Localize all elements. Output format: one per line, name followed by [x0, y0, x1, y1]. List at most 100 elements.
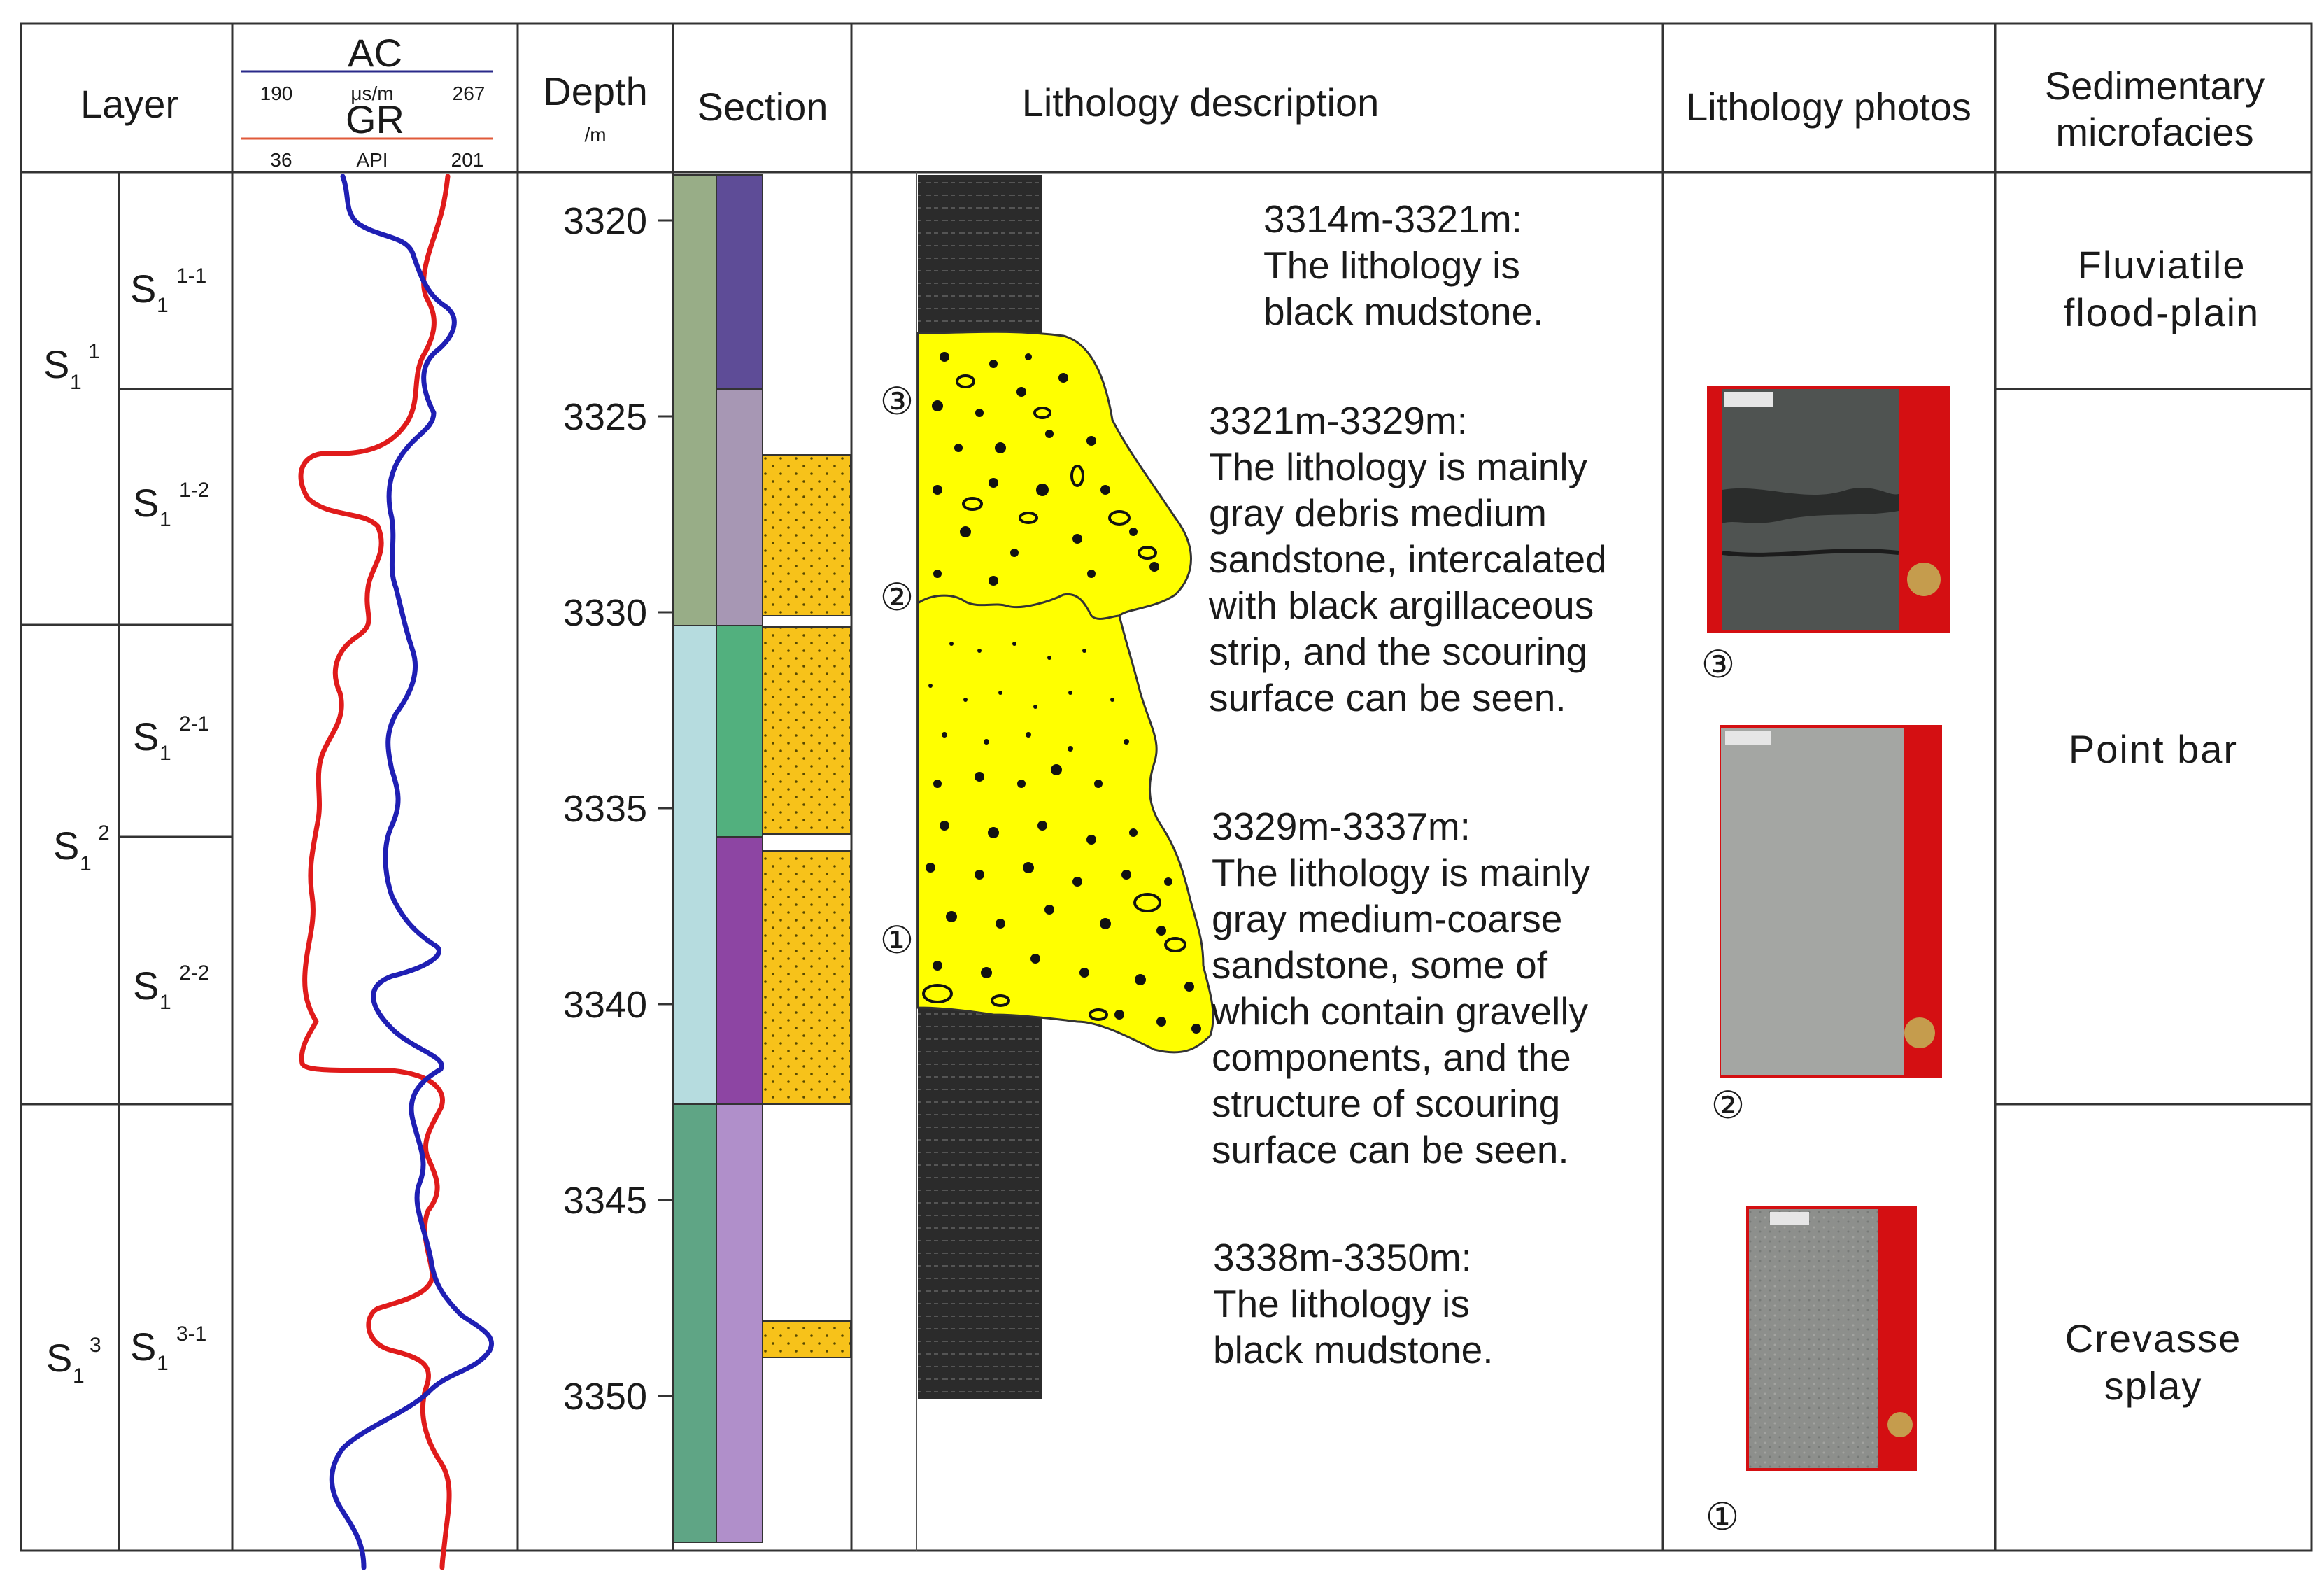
header-lithology-photos: Lithology photos: [1686, 85, 1971, 129]
layer-labels: S 1 1 S 1 2 S 1 3 S 1 1-1 S 1 1-2 S 1 2-…: [43, 264, 209, 1388]
svg-text:Point bar: Point bar: [2069, 727, 2238, 771]
lithology-photo-2: ②: [1711, 725, 1942, 1127]
layer-s1-2-1: S 1 2-1: [133, 712, 209, 765]
svg-text:S: S: [133, 964, 159, 1008]
mudstone-top: [918, 175, 1042, 336]
svg-text:Fluviatile: Fluviatile: [2078, 243, 2246, 287]
depth-tick-3325: 3325: [563, 396, 673, 438]
svg-text:1: 1: [70, 371, 82, 394]
mudstone-bottom: [918, 1008, 1042, 1399]
svg-text:sandstone, intercalated: sandstone, intercalated: [1209, 537, 1607, 581]
sandstone-body: [916, 330, 1214, 1054]
svg-text:2-2: 2-2: [179, 961, 209, 985]
section-bar-s11-1: [716, 174, 763, 390]
layer-s1-3: S 1 3: [46, 1334, 101, 1388]
facies-fluviatile-flood-plain: Fluviatile flood-plain: [2064, 243, 2260, 334]
header-gr-min: 36: [270, 149, 292, 171]
lithology-column: ③ ② ①: [880, 172, 1214, 1551]
gr-curve: [298, 174, 452, 1570]
header-ac-unit: μs/m: [350, 83, 393, 104]
svg-text:1: 1: [160, 508, 171, 531]
svg-text:black mudstone.: black mudstone.: [1263, 290, 1544, 333]
svg-text:S: S: [130, 1325, 156, 1369]
section-bar-s11-2: [716, 388, 763, 626]
svg-text:S: S: [43, 342, 69, 386]
svg-text:1: 1: [157, 1352, 169, 1375]
gravel-dots: [926, 352, 1201, 1034]
header-ac-min: 190: [260, 83, 293, 104]
layer-s1-2-2: S 1 2-2: [133, 961, 209, 1014]
depth-tick-3350: 3350: [563, 1376, 673, 1418]
svg-text:The lithology is mainly: The lithology is mainly: [1209, 445, 1588, 488]
depth-tick-3335: 3335: [563, 788, 673, 830]
svg-text:1-2: 1-2: [179, 479, 209, 502]
table-grid: [20, 22, 2313, 1552]
svg-text:1: 1: [160, 742, 171, 765]
section-bar-s11-outer: [672, 174, 717, 626]
svg-text:3350: 3350: [563, 1376, 647, 1418]
header-lithology-description: Lithology description: [1022, 80, 1380, 125]
svg-text:3: 3: [90, 1334, 101, 1357]
svg-text:3325: 3325: [563, 396, 647, 438]
svg-text:2-1: 2-1: [179, 712, 209, 735]
svg-text:splay: splay: [2104, 1364, 2203, 1408]
svg-text:3330: 3330: [563, 592, 647, 634]
svg-text:3320: 3320: [563, 200, 647, 242]
svg-text:flood-plain: flood-plain: [2064, 290, 2260, 334]
header-depth: Depth: [543, 69, 647, 113]
section-bar-s12-1: [716, 625, 763, 838]
depth-tick-3345: 3345: [563, 1180, 673, 1222]
svg-text:3338m-3350m:: 3338m-3350m:: [1213, 1236, 1472, 1279]
facies-point-bar: Point bar: [2069, 727, 2238, 771]
svg-text:black mudstone.: black mudstone.: [1213, 1328, 1494, 1371]
header-depth-unit: /m: [584, 124, 606, 146]
sandstone-bed-2: [762, 626, 851, 835]
svg-text:which contain gravelly: which contain gravelly: [1211, 989, 1589, 1033]
svg-text:2: 2: [98, 821, 110, 845]
sandstone-bed-1: [762, 454, 851, 616]
svg-text:3329m-3337m:: 3329m-3337m:: [1212, 805, 1471, 848]
gravel-ovals: [922, 374, 1186, 1021]
svg-text:1: 1: [157, 294, 169, 317]
layer-s1-2: S 1 2: [53, 821, 110, 875]
depth-tick-3340: 3340: [563, 984, 673, 1026]
svg-text:strip, and the scouring: strip, and the scouring: [1209, 630, 1587, 673]
svg-text:3340: 3340: [563, 984, 647, 1026]
svg-text:S: S: [130, 267, 156, 311]
layer-s1-3-1: S 1 3-1: [130, 1322, 206, 1375]
svg-text:surface can be seen.: surface can be seen.: [1212, 1128, 1569, 1171]
layer-s1-1-1: S 1 1-1: [130, 264, 206, 317]
layer-s1-1: S 1 1: [43, 340, 100, 394]
svg-text:gray debris medium: gray debris medium: [1209, 491, 1547, 535]
svg-text:3345: 3345: [563, 1180, 647, 1222]
sandstone-bed-4: [762, 1320, 851, 1358]
header-facies-line1: Sedimentary: [2045, 64, 2265, 108]
section-bar-s13-outer: [672, 1103, 717, 1543]
scour-surface-2: [917, 593, 1120, 620]
header-facies-line2: microfacies: [2055, 110, 2253, 154]
ac-curve: [329, 174, 494, 1570]
facies-crevasse-splay: Crevasse splay: [2065, 1316, 2241, 1408]
depth-tick-3320: 3320: [563, 200, 673, 242]
svg-text:gray medium-coarse: gray medium-coarse: [1212, 897, 1562, 940]
svg-text:1: 1: [160, 991, 171, 1014]
well-log-curves: [298, 174, 494, 1570]
svg-text:with black argillaceous: with black argillaceous: [1208, 584, 1594, 627]
header-ac-max: 267: [453, 83, 486, 104]
depth-scale: 3320 3325 3330 3335 3340 3345 3350: [563, 200, 673, 1418]
description-block-4: 3338m-3350m: The lithology is black muds…: [1213, 1236, 1494, 1371]
svg-text:3-1: 3-1: [176, 1322, 206, 1346]
scour-marker-2: ②: [880, 577, 914, 619]
header-gr-unit: API: [356, 149, 388, 171]
photo-label-2: ②: [1711, 1085, 1745, 1127]
photo-label-1: ①: [1706, 1496, 1739, 1538]
svg-text:3321m-3329m:: 3321m-3329m:: [1209, 399, 1468, 442]
layer-s1-1-2: S 1 1-2: [133, 479, 209, 531]
sandstone-bed-3: [762, 850, 851, 1105]
depth-tick-3330: 3330: [563, 592, 673, 634]
svg-text:3335: 3335: [563, 788, 647, 830]
header-layer: Layer: [80, 82, 178, 126]
svg-text:S: S: [133, 714, 159, 759]
svg-text:S: S: [46, 1336, 72, 1380]
